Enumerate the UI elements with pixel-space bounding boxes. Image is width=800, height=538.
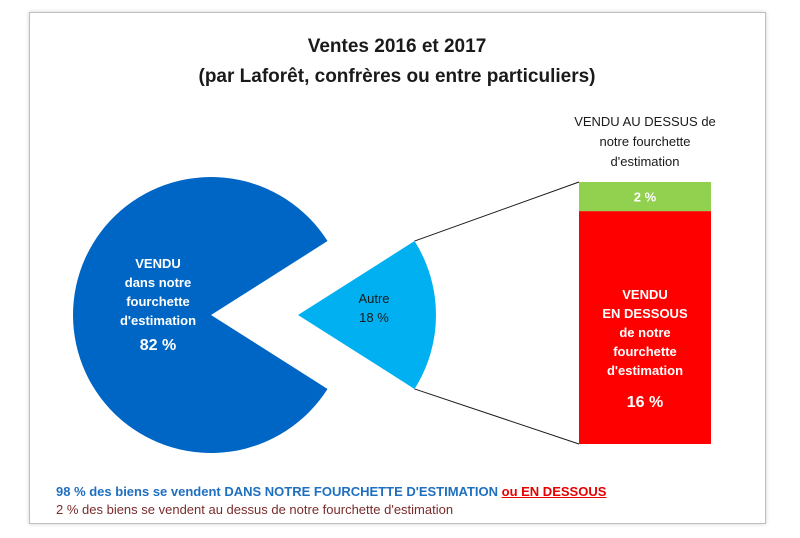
label-dessous-2: EN DESSOUS <box>602 306 688 321</box>
label-autre-1: Autre <box>358 291 389 306</box>
label-dessous-5: d'estimation <box>607 363 683 378</box>
value-label-dans: 82 % <box>140 337 176 354</box>
bar-segment-dessus <box>579 182 711 212</box>
label-dessous-3: de notre <box>619 325 670 340</box>
bar-segment-dessous <box>579 211 711 444</box>
value-label-dessus: 2 % <box>634 190 657 205</box>
caption-dessus-1: VENDU AU DESSUS de <box>574 114 716 129</box>
connector-top <box>414 181 580 242</box>
caption-dessus-3: d'estimation <box>611 154 680 169</box>
pie-other <box>298 241 437 389</box>
pie-slice-autre <box>298 241 437 389</box>
pie-slice-dans <box>73 177 328 453</box>
connector-bottom <box>414 388 580 445</box>
pie-main <box>73 177 328 453</box>
connector-lines <box>414 181 580 445</box>
footer-line-2: 2 % des biens se vendent au dessus de no… <box>56 502 454 517</box>
chart-title: Ventes 2016 et 2017 <box>308 36 487 57</box>
chart-subtitle: (par Laforêt, confrères ou entre particu… <box>199 66 596 87</box>
label-dans-3: fourchette <box>126 294 190 309</box>
chart-frame <box>29 12 766 524</box>
breakdown-bar <box>579 182 711 444</box>
label-dessous-4: fourchette <box>613 344 677 359</box>
label-dessous-1: VENDU <box>622 287 668 302</box>
caption-dessus-2: notre fourchette <box>599 134 690 149</box>
label-autre-2: 18 % <box>359 310 389 325</box>
footer-line-1: 98 % des biens se vendent DANS NOTRE FOU… <box>56 484 606 499</box>
chart-labels: VENDU dans notre fourchette d'estimation 82 … <box>120 114 716 411</box>
label-dans-1: VENDU <box>135 256 181 271</box>
footer-line-1-main: 98 % des biens se vendent DANS NOTRE FOU… <box>56 484 502 499</box>
value-label-dessous: 16 % <box>627 394 663 411</box>
label-dans-4: d'estimation <box>120 313 196 328</box>
label-dans-2: dans notre <box>125 275 191 290</box>
footer-line-1-highlight: ou EN DESSOUS <box>501 484 607 499</box>
